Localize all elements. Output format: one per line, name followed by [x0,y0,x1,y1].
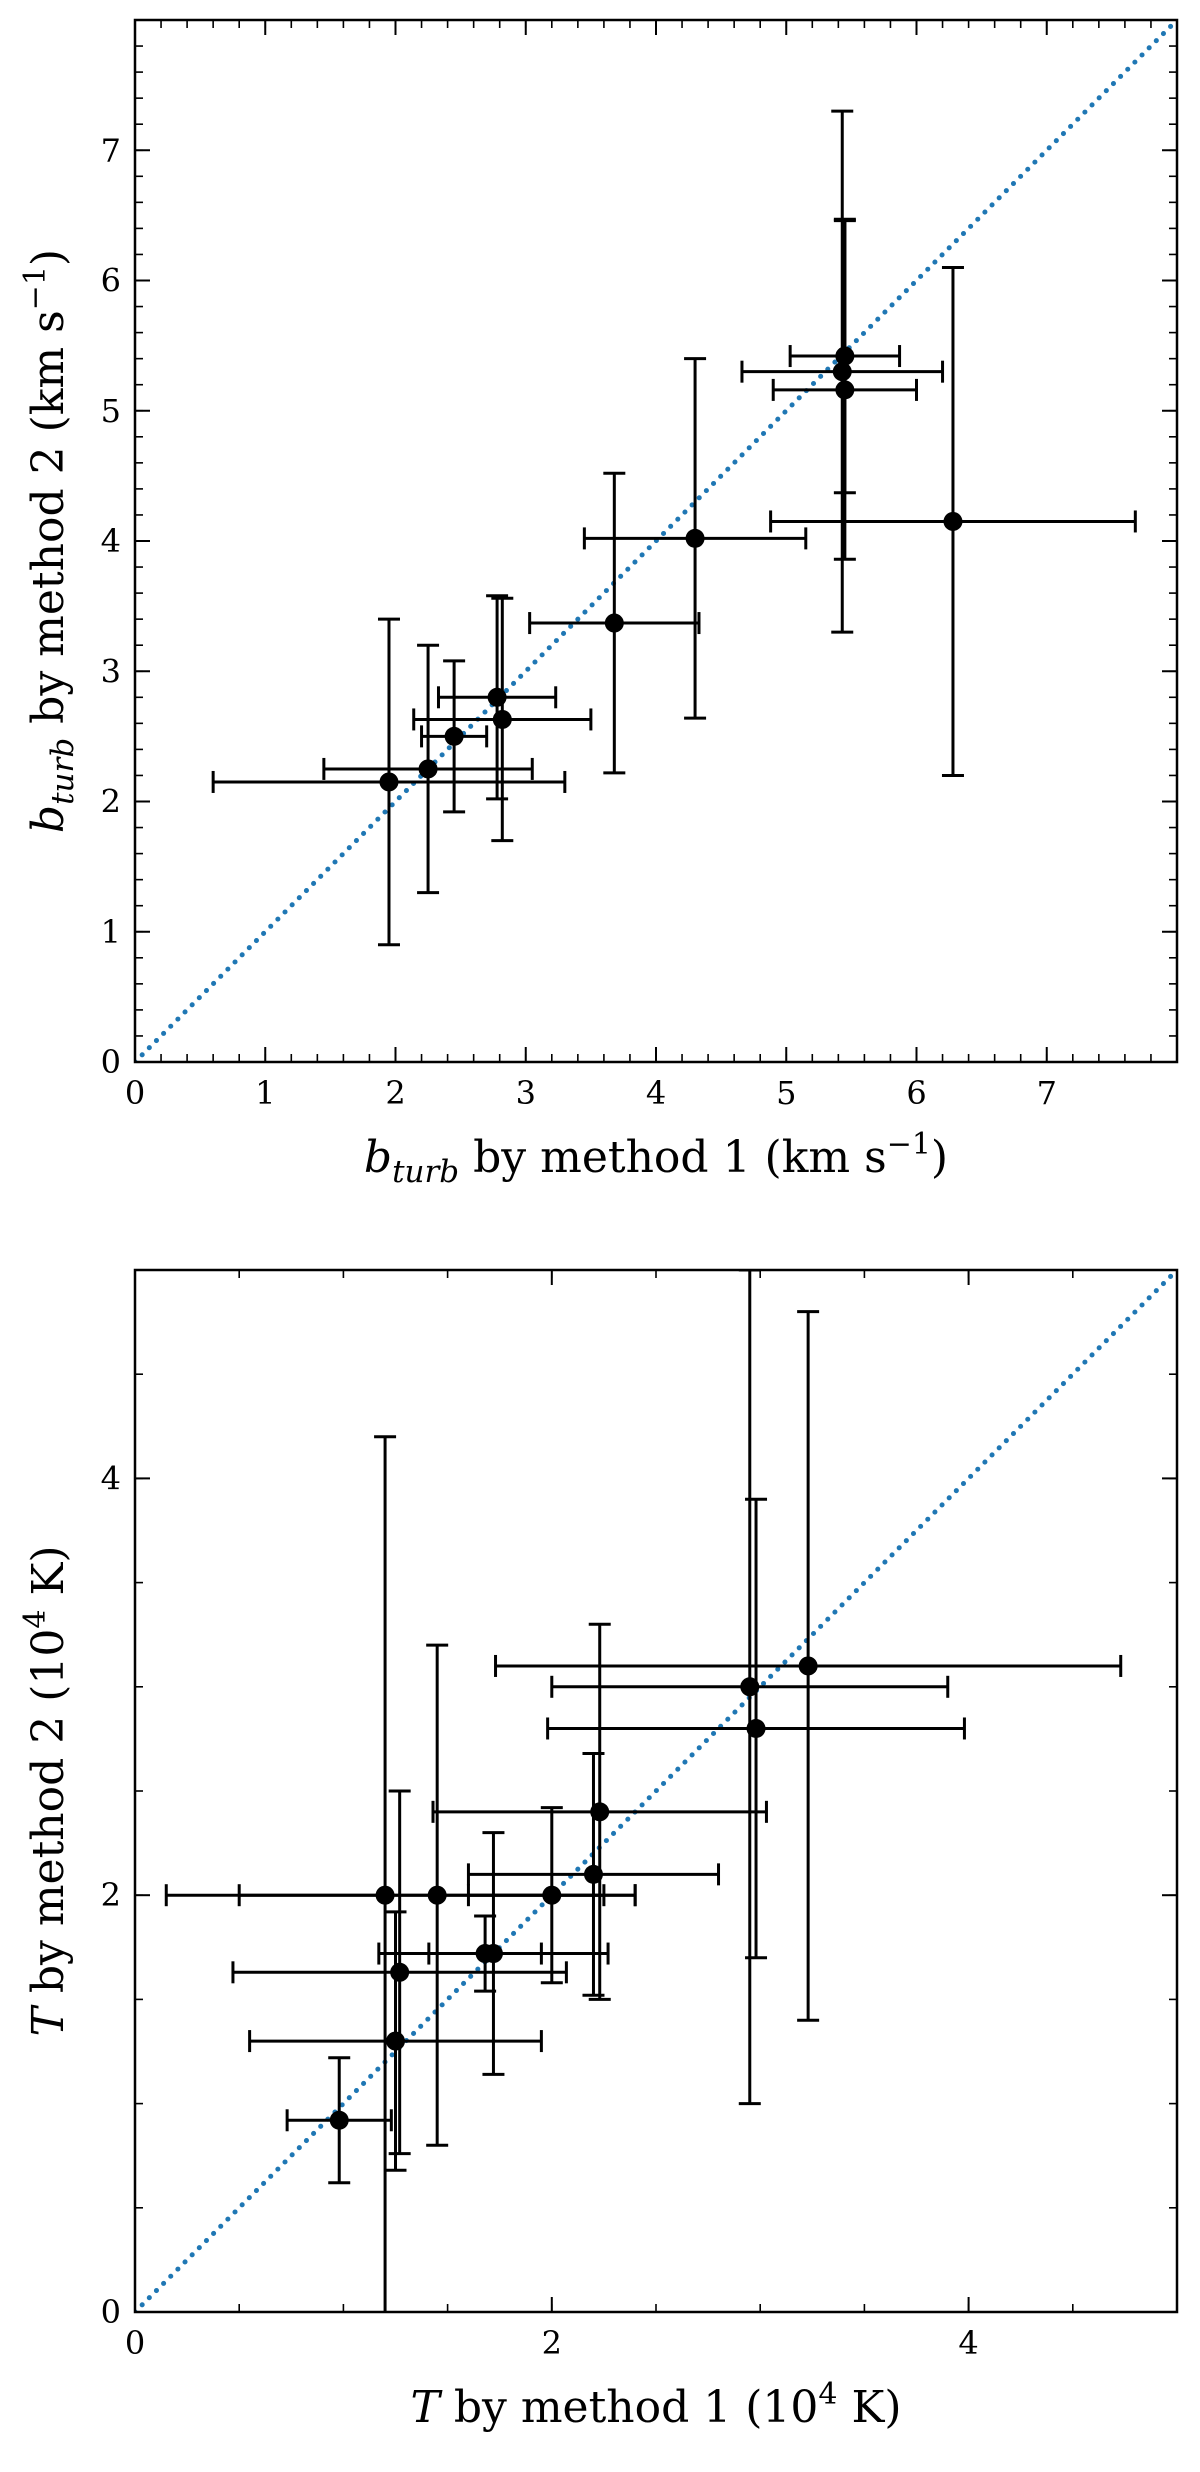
data-point-9 [466,1751,721,1997]
data-point-10 [771,219,918,561]
plot-frame [133,1268,1179,2314]
major-ticks [134,20,1177,1063]
x-tick-label: 0 [125,2324,145,2362]
data-marker [798,1656,818,1676]
y-tick-label: 6 [101,262,121,300]
data-point-7 [377,1831,610,2076]
axis-symbol: b [23,805,74,833]
x-tick-label: 6 [906,1074,926,1112]
data-point-10 [431,1622,768,2001]
axis-symbol: T [410,2382,443,2433]
axis-close: ) [23,249,74,266]
axis-close: ) [931,1132,948,1183]
axis-text: by method 1 (10 [440,2382,819,2433]
y-tick-label: 2 [101,1876,121,1914]
y-axis-label: bturb by method 2 (km s−1) [18,249,81,833]
data-marker [740,1677,760,1697]
x-tick-label: 7 [1037,1074,1057,1112]
data-marker [444,726,464,746]
axis-close: K) [23,1545,74,1609]
data-marker [583,1864,603,1884]
data-point-8 [466,1806,637,1985]
y-tick-label: 7 [101,131,121,169]
plot-area [135,20,1177,1062]
y-tick-label: 0 [101,2293,121,2331]
x-tick-label: 2 [542,2324,562,2362]
x-tick-label: 4 [958,2324,978,2362]
y-tick-label: 0 [101,1043,121,1081]
y-tick-label: 4 [101,522,121,560]
plot-frame [133,18,1179,1064]
data-point-13 [494,1310,1123,2022]
x-axis-label: bturb by method 1 (km s−1) [364,1127,948,1190]
data-marker [835,380,855,400]
axis-close: K) [837,2382,901,2433]
data-point-3 [420,659,489,814]
data-marker [746,1718,766,1738]
data-marker [329,2110,349,2130]
data-point-11 [550,1270,950,2106]
data-marker [379,772,399,792]
y-tick-label: 3 [101,652,121,690]
data-point-4 [231,1789,568,2156]
data-marker [483,1944,503,1964]
data-point-7 [582,357,808,720]
data-marker [427,1885,447,1905]
x-axis-label: T by method 1 (104 K) [410,2377,901,2433]
axis-superscript: −1 [18,266,53,310]
axis-text: by method 1 (km s [459,1132,887,1183]
x-tick-label: 0 [125,1074,145,1112]
data-marker [685,528,705,548]
data-marker [832,362,852,382]
axis-superscript: 4 [18,1610,53,1629]
data-point-1 [211,617,567,947]
data-marker [492,709,512,729]
axis-superscript: −1 [887,1127,931,1162]
reference-line [135,20,1177,1062]
x-tick-label: 5 [776,1074,796,1112]
y-tick-label: 2 [101,783,121,821]
axis-text: by method 2 (km s [23,310,74,738]
axis-subscript: turb [45,738,81,805]
tick-labels: 0 1 2 3 4 5 6 7 0 1 2 3 4 5 6 7 [101,131,1057,1112]
axis-symbol: b [364,1132,392,1183]
axis-subscript: turb [392,1154,459,1190]
data-marker [418,759,438,779]
plot-area [135,1270,1177,2312]
x-tick-label: 1 [255,1074,275,1112]
y-tick-label: 5 [101,392,121,430]
y-tick-label: 4 [101,1459,121,1497]
data-point-6 [528,471,701,775]
data-point-12 [546,1497,966,1960]
data-marker [604,613,624,633]
reference-line [135,1270,1177,2312]
data-marker [386,2031,405,2051]
data-marker [542,1885,562,1905]
data-marker [390,1962,410,1982]
data-point-5 [412,596,593,843]
x-tick-label: 3 [516,1074,536,1112]
data-point-11 [769,265,1137,777]
axis-text: by method 2 (10 [23,1629,74,2008]
axis-symbol: T [23,2004,74,2037]
data-marker [943,511,963,531]
x-tick-label: 2 [385,1074,405,1112]
y-tick-label: 1 [101,913,121,951]
tick-labels: 0 2 4 0 2 4 [101,1459,979,2362]
data-marker [590,1802,610,1822]
axis-superscript: 4 [818,2377,837,2412]
data-point-9 [740,109,945,634]
data-point-1 [285,2056,393,2185]
y-axis-label: T by method 2 (104 K) [18,1545,74,2036]
x-tick-label: 4 [646,1074,666,1112]
